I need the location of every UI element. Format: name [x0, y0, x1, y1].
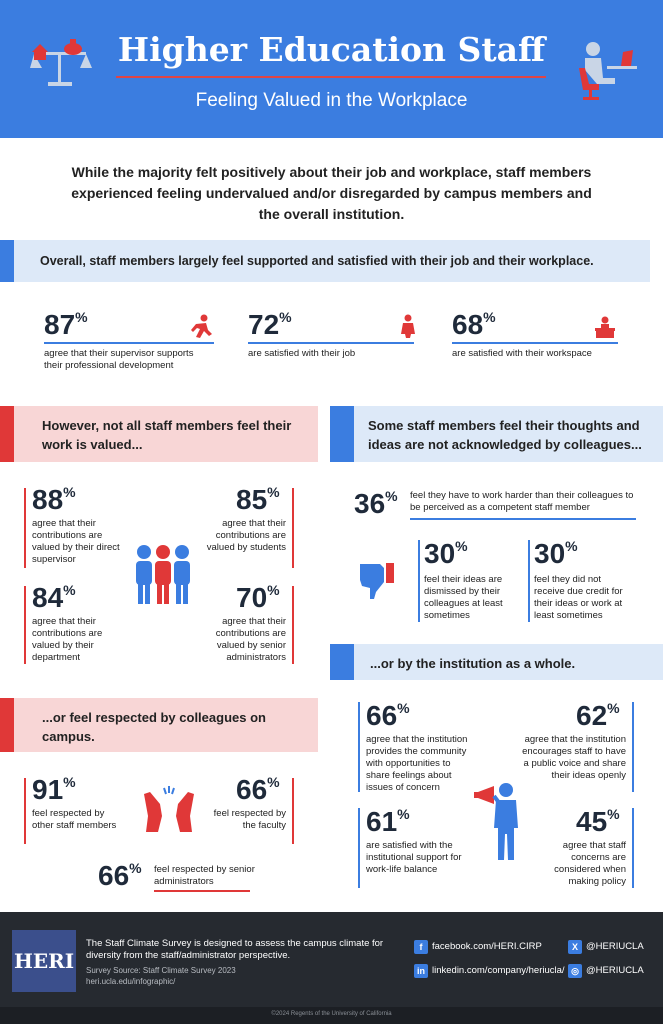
scale-icon: [30, 39, 92, 86]
survey-source: Survey Source: Staff Climate Survey 2023: [86, 966, 236, 975]
stat-underline: [410, 518, 636, 520]
stat-rule: [24, 778, 26, 844]
stat-value: 45%: [576, 806, 620, 837]
megaphone-person-icon: [474, 783, 518, 860]
ideas-heading: Some staff members feel their thoughts a…: [368, 418, 642, 452]
stat-underline: [154, 890, 250, 892]
institution-band: [330, 644, 663, 680]
stat-value: 30%: [424, 538, 468, 569]
runner-icon: [191, 314, 212, 338]
facebook-link[interactable]: facebook.com/HERI.CIRP: [432, 941, 542, 952]
stat-rule: [528, 540, 530, 622]
thumbs-down-icon: [360, 563, 394, 599]
stat-rule: [358, 808, 360, 888]
stat-value: 84%: [32, 582, 76, 613]
stat-label: agree that the institution provides the …: [366, 734, 468, 793]
ideas-band: [330, 406, 663, 462]
respected-band: [0, 698, 318, 752]
stat-label: agree that their contributions are value…: [32, 518, 120, 565]
facebook-icon[interactable]: f: [414, 940, 428, 954]
stat-label: agree that staff concerns are considered…: [554, 840, 626, 887]
stat-value: 88%: [32, 484, 76, 515]
page-title: Higher Education Staff: [117, 30, 546, 69]
footer: [0, 912, 663, 1007]
x-icon[interactable]: X: [568, 940, 582, 954]
title-divider: [116, 76, 546, 78]
footer-description: The Staff Climate Survey is designed to …: [86, 938, 384, 961]
linkedin-icon[interactable]: in: [414, 964, 428, 978]
stat-label: agree that their contributions are value…: [32, 616, 103, 663]
stat-underline: [248, 342, 414, 344]
stat-rule: [358, 702, 360, 792]
stat-value: 91%: [32, 774, 76, 805]
stat-value: 66%: [366, 700, 410, 731]
stat-label: agree that their contributions are value…: [215, 616, 286, 663]
copyright: ©2024 Regents of the University of Calif…: [271, 1011, 392, 1017]
heri-logo: HERI: [12, 930, 76, 992]
stat-label: agree that their contributions are value…: [206, 518, 286, 553]
stat-value: 72%: [248, 309, 292, 340]
stat-label: feel their ideas are dismissed by their …: [424, 574, 503, 621]
stat-label: are satisfied with their job: [248, 348, 356, 359]
stat-value: 85%: [236, 484, 280, 515]
stat-label: feel respected by other staff members: [32, 808, 117, 831]
stat-label: agree that their supervisor supports the…: [44, 348, 194, 371]
stat-label: feel they did not receive due credit for…: [534, 574, 623, 621]
team-people-icon: [136, 545, 190, 604]
valued-band: [0, 406, 318, 462]
stat-value: 70%: [236, 582, 280, 613]
high-five-icon: [144, 786, 194, 832]
copyright-bar: [0, 1007, 663, 1024]
intro-text: While the majority felt positively about…: [71, 164, 592, 222]
stat-value: 62%: [576, 700, 620, 731]
valued-tab: [0, 406, 14, 462]
overall-heading: Overall, staff members largely feel supp…: [40, 254, 594, 268]
linkedin-link[interactable]: linkedin.com/company/heriucla/: [432, 965, 565, 976]
person-icon: [401, 314, 415, 338]
stat-label: feel they have to work harder than their…: [410, 490, 634, 513]
stat-label: are satisfied with the institutional sup…: [366, 840, 462, 875]
stat-label: agree that the institution encourages st…: [522, 734, 626, 781]
stat-value: 66%: [236, 774, 280, 805]
stat-value: 66%: [98, 860, 142, 891]
instagram-handle[interactable]: @HERIUCLA: [586, 965, 644, 976]
stat-rule: [632, 702, 634, 792]
page-subtitle: Feeling Valued in the Workplace: [195, 90, 468, 111]
x-handle[interactable]: @HERIUCLA: [586, 941, 644, 952]
stat-rule: [24, 586, 26, 664]
stat-value: 68%: [452, 309, 496, 340]
stat-label: feel respected by the faculty: [213, 808, 286, 831]
stat-rule: [418, 540, 420, 622]
valued-heading: However, not all staff members feel thei…: [42, 418, 292, 452]
infographic-link[interactable]: heri.ucla.edu/infographic/: [86, 977, 176, 986]
stat-value: 61%: [366, 806, 410, 837]
desk-icon: [595, 316, 615, 338]
respected-tab: [0, 698, 14, 752]
stat-value: 36%: [354, 488, 398, 519]
institution-heading: ...or by the institution as a whole.: [370, 656, 576, 671]
stat-underline: [452, 342, 618, 344]
overall-tab: [0, 240, 14, 282]
worker-at-desk-icon: [579, 42, 637, 100]
stat-value: 87%: [44, 309, 88, 340]
stat-rule: [292, 586, 294, 664]
instagram-icon[interactable]: ◎: [568, 964, 582, 978]
stat-underline: [44, 342, 214, 344]
stat-label: are satisfied with their workspace: [452, 348, 592, 359]
stat-rule: [292, 778, 294, 844]
respected-heading: ...or feel respected by colleagues on ca…: [42, 710, 266, 744]
stat-rule: [292, 488, 294, 568]
ideas-tab: [330, 406, 354, 462]
stat-label: feel respected by senior administrators: [154, 864, 255, 887]
stat-rule: [24, 488, 26, 568]
stat-rule: [632, 808, 634, 888]
institution-tab: [330, 644, 354, 680]
header-banner: [0, 0, 663, 138]
stat-value: 30%: [534, 538, 578, 569]
overall-band: [0, 240, 650, 282]
